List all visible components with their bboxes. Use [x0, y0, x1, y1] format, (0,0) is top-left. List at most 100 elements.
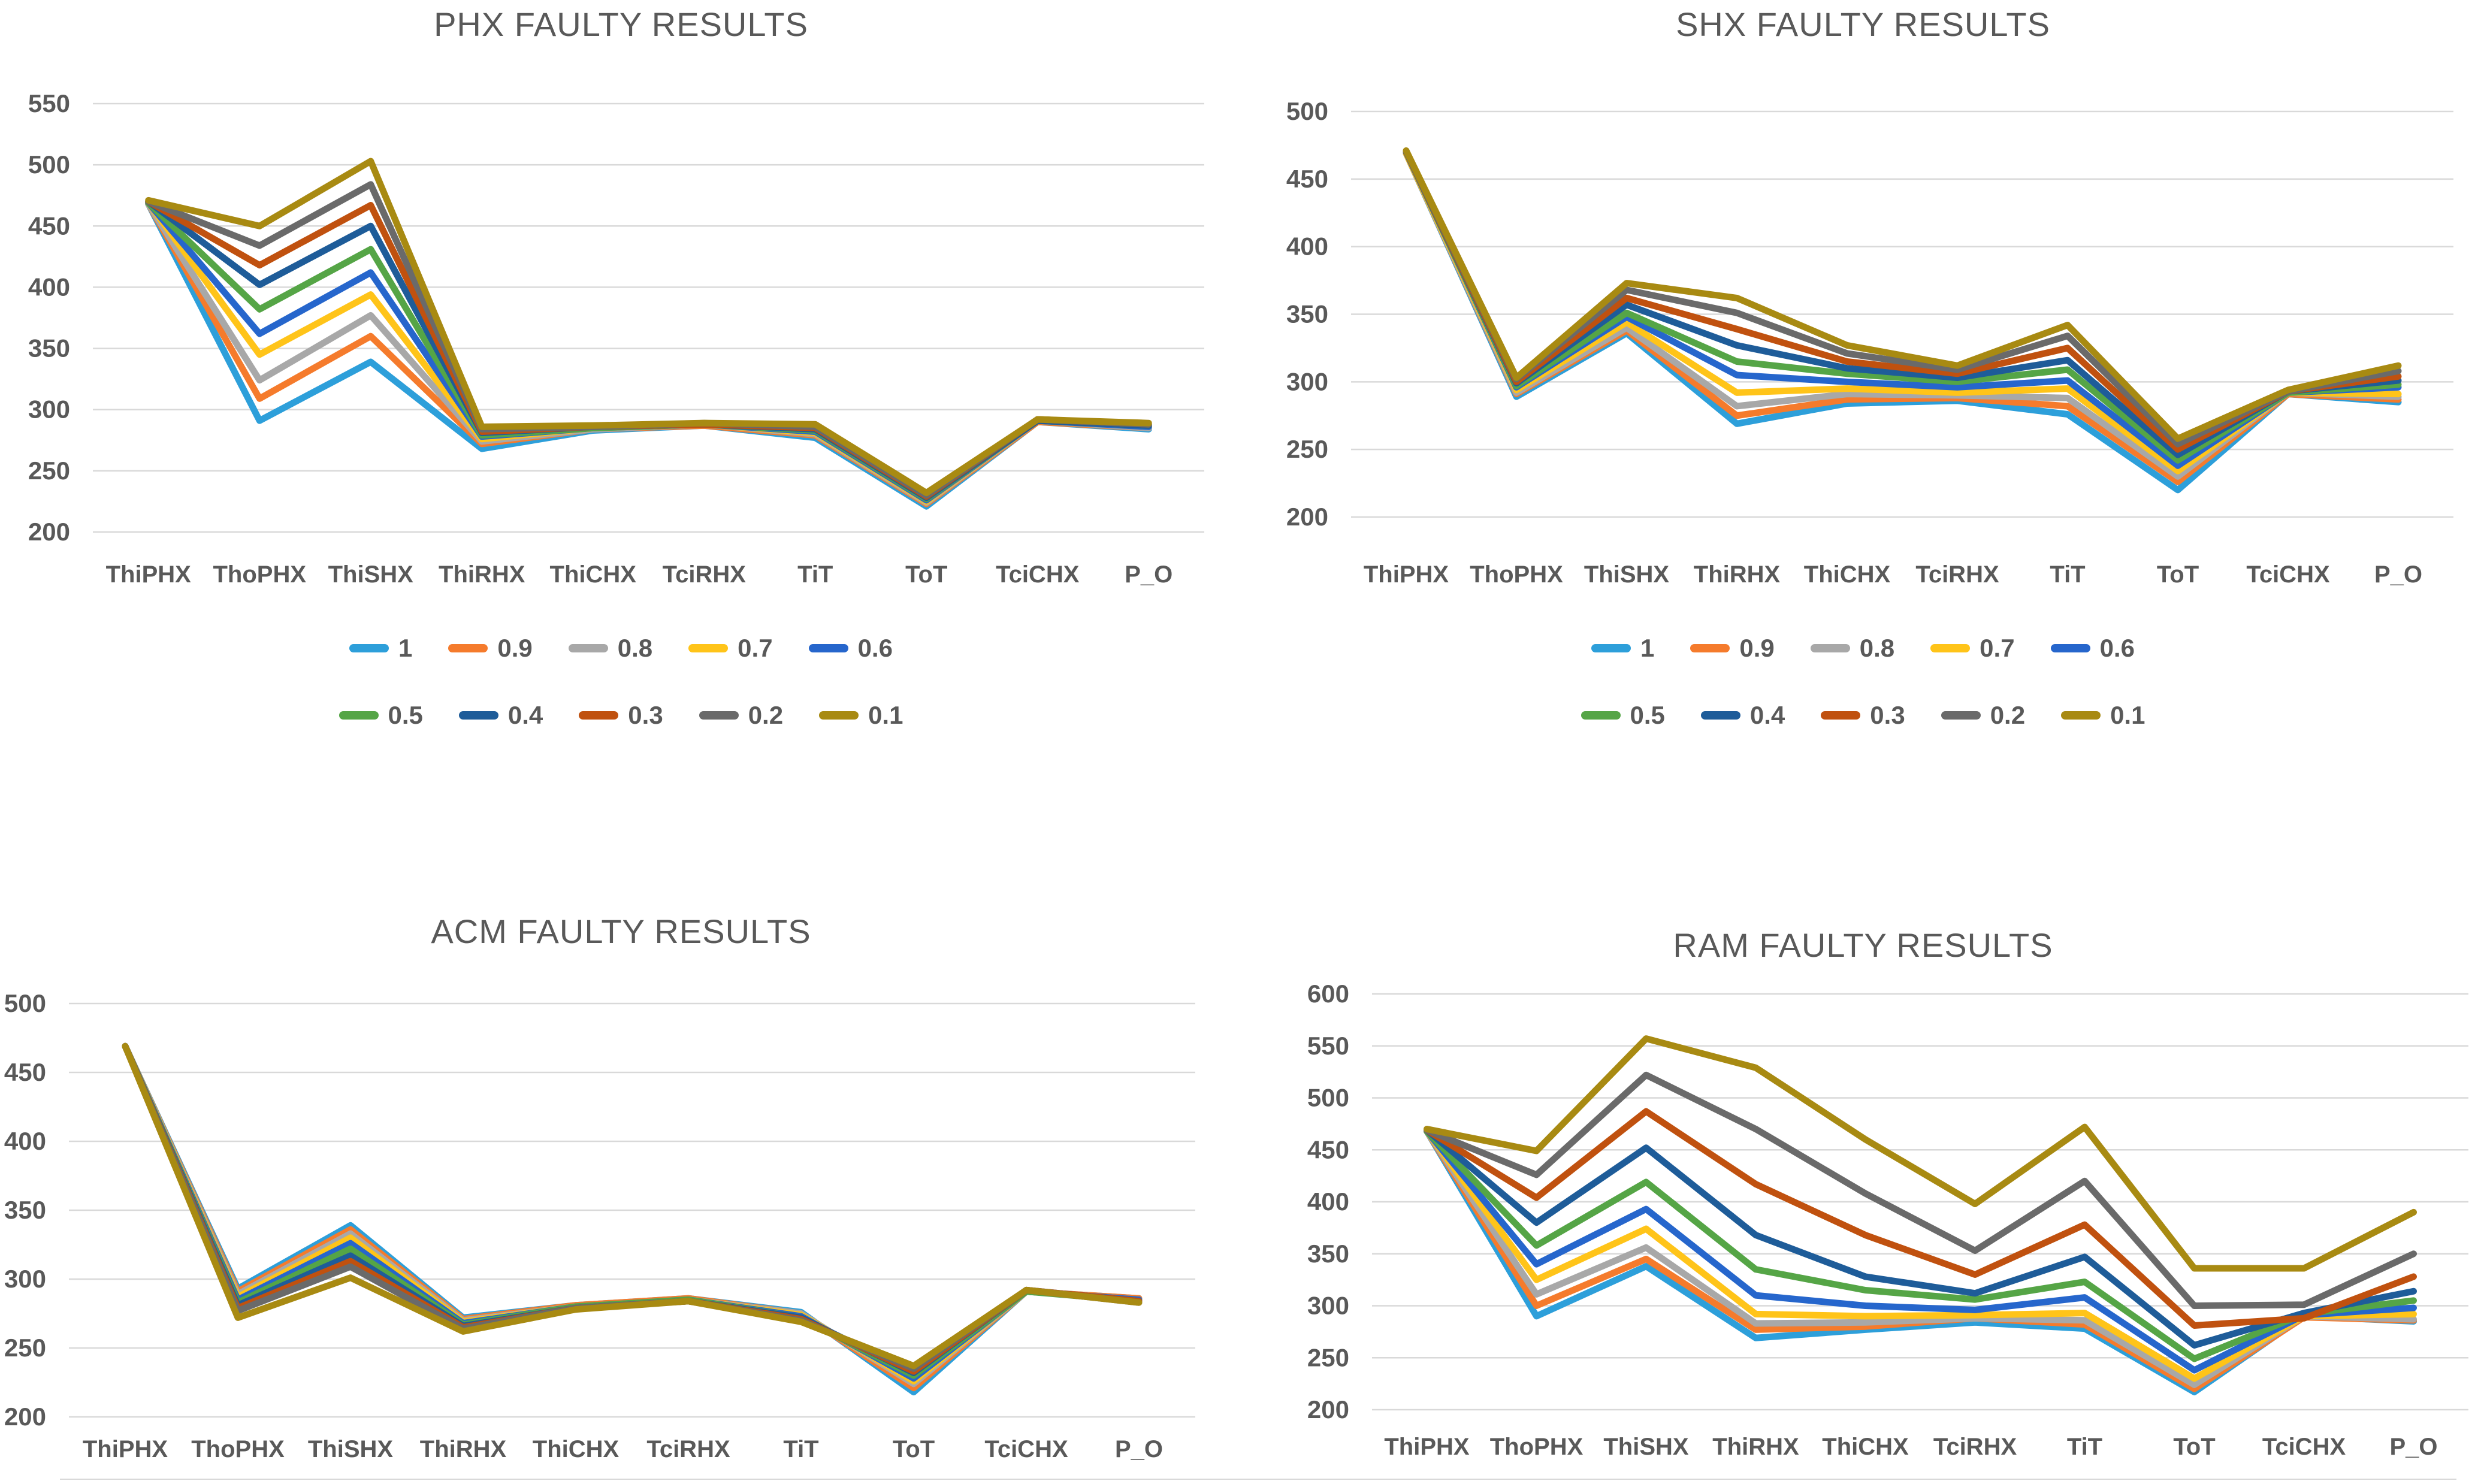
y-axis-tick-label: 300: [1286, 367, 1328, 395]
x-axis-category-label: ThoPHX: [191, 1436, 285, 1462]
phx-legend-row-2: 0.5 0.4 0.3 0.2 0.1: [0, 701, 1242, 730]
legend-swatch-icon: [1810, 644, 1850, 652]
x-axis-category-label: ThiPHX: [83, 1436, 168, 1462]
legend-swatch-icon: [819, 711, 859, 720]
x-axis-category-label: TciRHX: [663, 561, 747, 588]
x-axis-category-label: ToT: [893, 1436, 935, 1462]
legend-swatch-icon: [1941, 711, 1981, 720]
y-axis-tick-label: 200: [1307, 1395, 1349, 1423]
legend-swatch-icon: [1821, 711, 1861, 720]
x-axis-category-label: TiT: [2067, 1434, 2102, 1460]
y-axis-tick-label: 300: [4, 1265, 46, 1293]
ram-plot: 600 550 500 450 400 350 300 250 200 ThiPHX ThoPHX T…: [1307, 980, 2468, 1460]
legend-label: 0.8: [617, 634, 653, 662]
series-line-0.9: [1403, 150, 2402, 485]
series-line-0.1: [1403, 147, 2402, 442]
x-axis-category-label: ThiSHX: [1584, 561, 1670, 588]
phx-chart-title: PHX FAULTY RESULTS: [434, 5, 808, 43]
series-line-0.5: [1424, 1128, 2417, 1362]
x-axis-category-label: ThiPHX: [106, 561, 192, 588]
x-axis-category-label: ThiCHX: [1822, 1434, 1909, 1460]
series-line-1: [122, 1042, 1143, 1396]
series-line-0.4: [1424, 1126, 2417, 1349]
legend-item-0.7: 0.7: [1930, 634, 2015, 663]
legend-label: 0.9: [497, 634, 533, 662]
y-axis-tick-label: 400: [1286, 232, 1328, 261]
x-axis-category-label: ToT: [2157, 561, 2199, 588]
series-line-0.7: [1403, 150, 2402, 474]
legend-label: 0.1: [868, 701, 903, 729]
legend-swatch-icon: [2061, 711, 2101, 720]
x-axis-category-label: ThoPHX: [213, 561, 306, 588]
y-axis-tick-label: 300: [28, 395, 70, 424]
x-axis-category-label: TciCHX: [2262, 1434, 2346, 1460]
y-axis-tick-label: 200: [4, 1403, 46, 1431]
y-axis-tick-label: 300: [1307, 1292, 1349, 1320]
y-axis-tick-label: 250: [28, 457, 70, 485]
legend-label: 0.3: [628, 701, 663, 729]
x-axis-category-label: TiT: [783, 1436, 818, 1462]
series-line-0.1: [122, 1042, 1143, 1370]
x-axis-category-label: ThiCHX: [533, 1436, 620, 1462]
y-axis-tick-label: 450: [1286, 165, 1328, 193]
x-axis-category-label: TciRHX: [646, 1436, 730, 1462]
legend-swatch-icon: [699, 711, 739, 720]
phx-legend-row-1: 1 0.9 0.8 0.7 0.6: [0, 634, 1242, 663]
legend-label: 0.6: [857, 634, 893, 662]
shx-chart-title: SHX FAULTY RESULTS: [1676, 5, 2050, 43]
series-line-0.1: [145, 158, 1152, 497]
x-axis-category-label: TciCHX: [984, 1436, 1068, 1462]
y-axis-tick-label: 450: [28, 211, 70, 240]
y-axis-tick-label: 400: [28, 273, 70, 301]
acm-chart-title: ACM FAULTY RESULTS: [431, 912, 811, 950]
legend-label: 0.7: [1980, 634, 2015, 662]
x-axis-category-label: TciRHX: [1915, 561, 1999, 588]
series-line-0.1: [1424, 1035, 2417, 1272]
legend-swatch-icon: [458, 711, 498, 720]
legend-item-0.3: 0.3: [1821, 701, 1905, 730]
legend-swatch-icon: [349, 644, 389, 652]
x-axis-category-label: P_O: [2374, 561, 2422, 588]
y-axis-tick-label: 350: [4, 1196, 46, 1224]
x-axis-category-label: P_O: [1115, 1436, 1163, 1462]
x-axis-category-label: ThoPHX: [1470, 561, 1563, 588]
legend-item-0.9: 0.9: [1690, 634, 1775, 663]
x-axis-category-label: ThiPHX: [1364, 561, 1449, 588]
legend-label: 1: [1640, 634, 1655, 662]
series-line-0.7: [1424, 1128, 2417, 1382]
legend-swatch-icon: [448, 644, 488, 652]
legend-label: 0.5: [1630, 701, 1665, 729]
legend-swatch-icon: [1700, 711, 1740, 720]
x-axis-category-label: ThiPHX: [1384, 1434, 1470, 1460]
y-axis-tick-label: 500: [1307, 1084, 1349, 1112]
legend-label: 0.4: [507, 701, 543, 729]
legend-item-0.1: 0.1: [819, 701, 903, 730]
shx-plot: 500 450 400 350 300 250 200 ThiPHX ThoPHX ThiSHX T…: [1286, 97, 2453, 588]
y-axis-tick-label: 350: [28, 334, 70, 362]
legend-item-0.4: 0.4: [458, 701, 543, 730]
legend-label: 0.3: [1870, 701, 1905, 729]
x-axis-category-label: ThiSHX: [1603, 1434, 1689, 1460]
x-axis-category-label: ThiRHX: [420, 1436, 507, 1462]
legend-item-0.9: 0.9: [448, 634, 533, 663]
x-axis-category-label: ThiRHX: [1712, 1434, 1799, 1460]
series-line-0.3: [1424, 1108, 2417, 1329]
legend-label: 0.1: [2110, 701, 2145, 729]
x-axis-category-label: P_O: [2389, 1434, 2437, 1460]
legend-item-0.3: 0.3: [579, 701, 663, 730]
legend-swatch-icon: [1581, 711, 1621, 720]
y-axis-tick-label: 250: [4, 1334, 46, 1362]
legend-item-0.8: 0.8: [568, 634, 653, 663]
y-axis-tick-label: 500: [1286, 97, 1328, 125]
series-line-0.6: [1424, 1128, 2417, 1374]
y-axis-tick-label: 500: [4, 989, 46, 1017]
series-line-0.2: [1424, 1071, 2417, 1309]
legend-label: 0.2: [748, 701, 784, 729]
y-axis-tick-label: 400: [4, 1127, 46, 1155]
legend-label: 1: [398, 634, 413, 662]
legend-item-0.2: 0.2: [1941, 701, 2025, 730]
y-axis-tick-label: 200: [28, 518, 70, 546]
series-line-0.8: [122, 1042, 1143, 1388]
y-axis-tick-label: 400: [1307, 1187, 1349, 1216]
x-axis-category-label: ThoPHX: [1490, 1434, 1584, 1460]
